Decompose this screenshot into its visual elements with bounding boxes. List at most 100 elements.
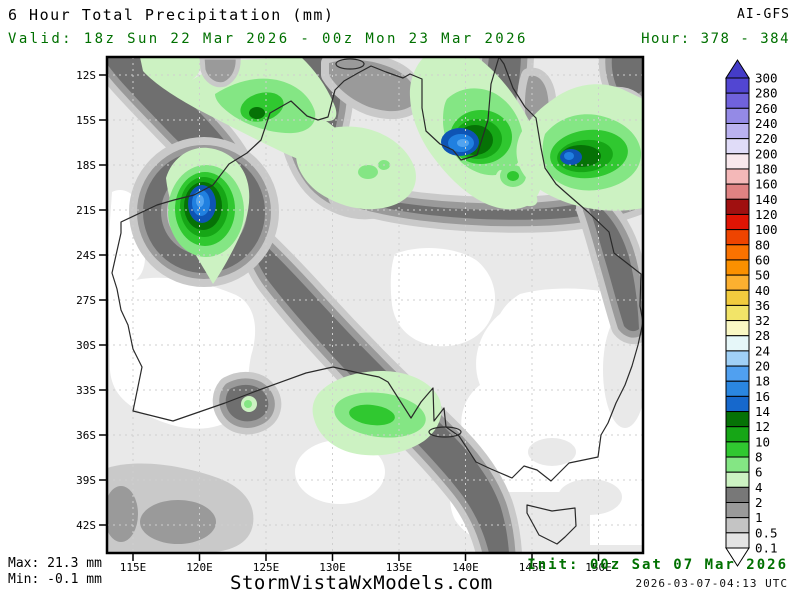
colorbar-box [725, 138, 750, 155]
colorbar-value-label: 10 [755, 434, 770, 449]
colorbar-box [725, 229, 750, 246]
colorbar-box [725, 395, 750, 413]
colorbar-value-label: 4 [755, 480, 763, 495]
min-value-label: Min: -0.1 mm [8, 572, 102, 587]
colorbar-box [725, 517, 750, 534]
colorbar-value-label: 20 [755, 359, 770, 374]
colorbar-value-label: 280 [755, 86, 778, 101]
colorbar-value-label: 300 [755, 71, 778, 86]
precip-shading [107, 57, 643, 553]
colorbar-value-label: 80 [755, 237, 770, 252]
colorbar-value-label: 240 [755, 116, 778, 131]
colorbar-box [725, 92, 750, 109]
lat-tick-label: 39S [76, 474, 96, 487]
page-title: 6 Hour Total Precipitation (mm) [8, 6, 335, 24]
colorbar-value-label: 180 [755, 161, 778, 176]
lat-tick-label: 27S [76, 294, 96, 307]
colorbar-box [725, 274, 750, 291]
lat-tick-label: 21S [76, 204, 96, 217]
colorbar-box [725, 198, 750, 215]
colorbar-value-label: 160 [755, 177, 778, 192]
coastline [111, 56, 644, 545]
colorbar-value-label: 18 [755, 374, 770, 389]
colorbar-value-label: 8 [755, 450, 763, 465]
lat-tick-label: 33S [76, 384, 96, 397]
colorbar-value-label: 220 [755, 131, 778, 146]
colorbar-value-label: 60 [755, 252, 770, 267]
lon-tick-label: 115E [120, 561, 147, 574]
colorbar-box [725, 304, 750, 322]
init-time-text: Init: 00z Sat 07 Mar 2026 [527, 557, 788, 573]
colorbar-box [725, 259, 750, 276]
colorbar-box [725, 213, 750, 231]
latlon-gridlines [107, 57, 643, 553]
green-precip-areas [140, 57, 643, 456]
lon-tick-label: 120E [186, 561, 213, 574]
colorbar-value-label: 0.5 [755, 525, 778, 540]
colorbar-bottom-arrow [725, 547, 750, 567]
colorbar-box [725, 486, 750, 504]
lat-tick-label: 18S [76, 159, 96, 172]
colorbar-box [725, 350, 750, 367]
colorbar-value-label: 100 [755, 222, 778, 237]
colorbar-box [725, 289, 750, 306]
colorbar-value-label: 260 [755, 101, 778, 116]
colorbar-value-label: 16 [755, 389, 770, 404]
generated-time-text: 2026-03-07-04:13 UTC [635, 577, 788, 590]
colorbar-value-label: 1 [755, 510, 763, 525]
colorbar-box [725, 244, 750, 261]
colorbar-value-label: 50 [755, 268, 770, 283]
colorbar-box [725, 411, 750, 428]
lon-tick-label: 140E [452, 561, 479, 574]
colorbar-box [725, 471, 750, 488]
map-axes: 12S 15S 18S 21S 24S 27S 30S 33S 36S 39S 42S 115E 120… [76, 69, 612, 574]
lat-tick-label: 24S [76, 249, 96, 262]
colorbar-box [725, 365, 750, 382]
colorbar-box [725, 168, 750, 185]
colorbar-value-label: 24 [755, 343, 770, 358]
colorbar-box [725, 502, 750, 519]
lat-tick-label: 36S [76, 429, 96, 442]
colorbar-value-label: 6 [755, 465, 763, 480]
colorbar-box [725, 153, 750, 170]
lat-tick-label: 30S [76, 339, 96, 352]
colorbar-box [725, 183, 750, 200]
colorbar-value-label: 36 [755, 298, 770, 313]
lat-tick-label: 12S [76, 69, 96, 82]
colorbar-value-label: 120 [755, 207, 778, 222]
colorbar-box [725, 441, 750, 458]
colorbar-box [725, 456, 750, 473]
max-value-label: Max: 21.3 mm [8, 556, 102, 571]
lon-tick-label: 145E [519, 561, 546, 574]
colorbar-value-label: 32 [755, 313, 770, 328]
colorbar-box [725, 320, 750, 337]
lon-tick-label: 150E [585, 561, 612, 574]
colorbar-top-arrow [725, 59, 750, 79]
colorbar-value-label: 2 [755, 495, 763, 510]
colorbar-value-label: 12 [755, 419, 770, 434]
lon-tick-label: 130E [319, 561, 346, 574]
watermark-text: StormVistaWxModels.com [230, 572, 493, 594]
colorbar-box [725, 335, 750, 352]
colorbar-box [725, 380, 750, 397]
colorbar-box [725, 107, 750, 124]
lat-tick-label: 15S [76, 114, 96, 127]
lat-tick-label: 42S [76, 519, 96, 532]
valid-time-text: Valid: 18z Sun 22 Mar 2026 - 00z Mon 23 … [8, 31, 528, 47]
lon-tick-label: 125E [253, 561, 280, 574]
colorbar-value-label: 14 [755, 404, 770, 419]
model-label: AI-GFS [737, 7, 790, 22]
colorbar-box [725, 532, 750, 549]
colorbar-value-label: 140 [755, 192, 778, 207]
colorbar-value-label: 28 [755, 328, 770, 343]
precip-colorbar: 3002802602402202001801601401201008060504… [725, 59, 778, 567]
lon-tick-label: 135E [386, 561, 413, 574]
colorbar-value-label: 40 [755, 283, 770, 298]
colorbar-box [725, 426, 750, 443]
map-frame [105, 55, 645, 555]
colorbar-box [725, 122, 750, 140]
forecast-hour-text: Hour: 378 - 384 [641, 31, 790, 47]
colorbar-value-label: 200 [755, 146, 778, 161]
